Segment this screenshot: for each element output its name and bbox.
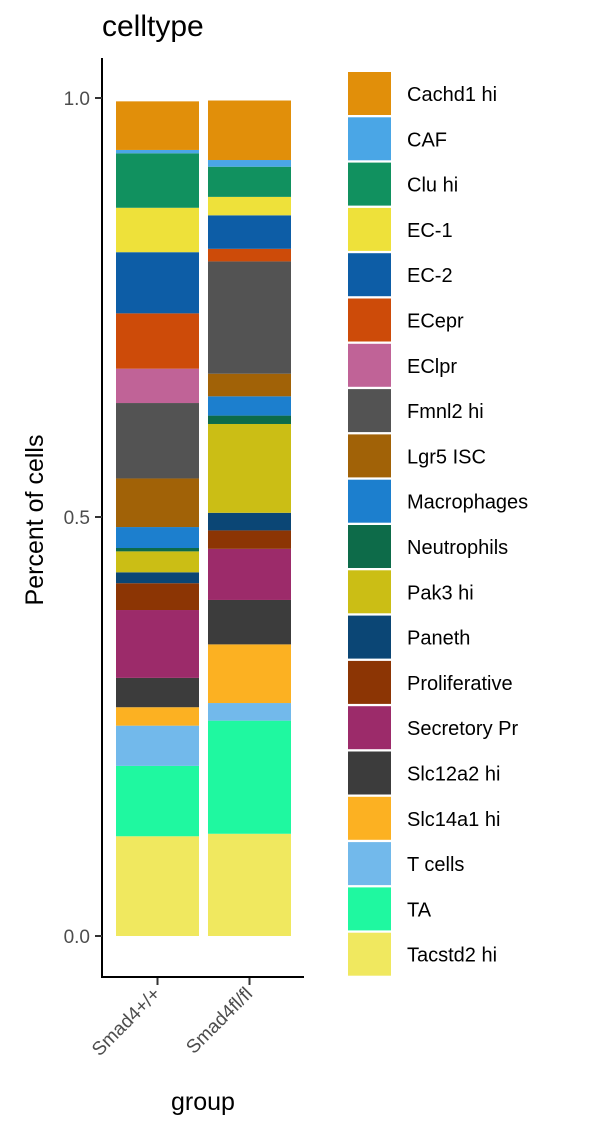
legend-swatch xyxy=(348,706,391,750)
legend-swatch xyxy=(348,207,391,251)
legend-label: T cells xyxy=(407,854,464,876)
legend-label: ECepr xyxy=(407,311,464,333)
legend-swatch xyxy=(348,389,391,433)
legend-swatch xyxy=(348,253,391,297)
legend-swatch xyxy=(348,343,391,387)
y-axis-title: Percent of cells xyxy=(21,435,49,606)
legend-label: Lgr5 ISC xyxy=(407,446,486,468)
legend-swatch xyxy=(348,479,391,523)
bars-layer xyxy=(116,100,291,936)
bar-segment-ta-1 xyxy=(116,765,199,837)
bar-segment-neutrophils-2 xyxy=(208,415,291,424)
x-axis-title: group xyxy=(171,1088,235,1116)
legend-label: EClpr xyxy=(407,356,457,378)
legend-swatch xyxy=(348,162,391,206)
bar-segment-ec-1-2 xyxy=(208,196,291,216)
legend-swatch xyxy=(348,751,391,795)
bar-segment-proliferative-1 xyxy=(116,583,199,611)
legend-label: Slc12a2 hi xyxy=(407,764,500,786)
legend-label: Clu hi xyxy=(407,175,458,197)
legend-label: EC-2 xyxy=(407,265,453,287)
bar-segment-ta-2 xyxy=(208,720,291,834)
y-ticks: 0.0 0.5 1.0 xyxy=(64,89,102,948)
bar-segment-fmnl2-hi-2 xyxy=(208,261,291,374)
legend-swatch xyxy=(348,796,391,840)
bar-segment-clu-hi-2 xyxy=(208,166,291,197)
bar-segment-lgr5-isc-2 xyxy=(208,373,291,397)
legend-swatch xyxy=(348,434,391,478)
bar-segment-tacstd2-hi-1 xyxy=(116,836,199,936)
bar-segment-ec-1-1 xyxy=(116,207,199,253)
legend-swatch xyxy=(348,117,391,161)
bar-segment-caf-2 xyxy=(208,160,291,167)
legend-swatch xyxy=(348,660,391,704)
bar-segment-slc12a2-hi-1 xyxy=(116,677,199,708)
bar-segment-ecepr-1 xyxy=(116,313,199,369)
bar-segment-cachd1-hi-2 xyxy=(208,100,291,161)
legend-label: TA xyxy=(407,899,432,921)
bar-segment-t-cells-1 xyxy=(116,725,199,766)
bar-segment-slc12a2-hi-2 xyxy=(208,599,291,645)
legend-label: Proliferative xyxy=(407,673,513,695)
bar-segment-caf-1 xyxy=(116,149,199,154)
legend-label: Secretory Pr xyxy=(407,718,518,740)
bar-segment-macrophages-2 xyxy=(208,396,291,416)
legend-label: EC-1 xyxy=(407,220,453,242)
legend-label: Pak3 hi xyxy=(407,582,474,604)
legend-swatch xyxy=(348,932,391,976)
bar-segment-secretory-pr-2 xyxy=(208,548,291,600)
x-ticks: Smad4+/+ Smad4fl/fl xyxy=(88,978,257,1061)
bar-segment-clu-hi-1 xyxy=(116,153,199,208)
x-tick-label: Smad4+/+ xyxy=(88,984,165,1061)
bar-segment-pak3-hi-1 xyxy=(116,551,199,573)
bar-segment-ec-2-2 xyxy=(208,215,291,249)
bar-segment-secretory-pr-1 xyxy=(116,610,199,678)
legend-label: Tacstd2 hi xyxy=(407,945,497,967)
legend-label: Neutrophils xyxy=(407,537,508,559)
legend-swatch xyxy=(348,615,391,659)
bar-segment-neutrophils-1 xyxy=(116,548,199,552)
bar-segment-paneth-2 xyxy=(208,512,291,531)
bar-segment-proliferative-2 xyxy=(208,530,291,549)
bar-segment-slc14a1-hi-1 xyxy=(116,707,199,726)
y-tick-label: 0.0 xyxy=(64,927,90,948)
legend-label: Macrophages xyxy=(407,492,528,514)
bar-segment-t-cells-2 xyxy=(208,703,291,721)
bar-segment-fmnl2-hi-1 xyxy=(116,403,199,479)
legend-label: Slc14a1 hi xyxy=(407,809,500,831)
bar-segment-paneth-1 xyxy=(116,572,199,584)
bar-segment-cachd1-hi-1 xyxy=(116,101,199,150)
legend-swatch xyxy=(348,570,391,614)
legend: Cachd1 hi CAF Clu hi EC-1 EC-2 ECepr EClpr Fmnl… xyxy=(348,72,528,976)
x-tick-label: Smad4fl/fl xyxy=(182,984,257,1059)
bar-segment-macrophages-1 xyxy=(116,527,199,549)
legend-swatch xyxy=(348,72,391,115)
bar-segment-ec-2-1 xyxy=(116,252,199,314)
legend-swatch xyxy=(348,887,391,931)
legend-label: Cachd1 hi xyxy=(407,84,497,106)
bar-segment-pak3-hi-2 xyxy=(208,423,291,513)
bar-segment-slc14a1-hi-2 xyxy=(208,644,291,704)
y-tick-label: 1.0 xyxy=(64,89,90,110)
legend-label: CAF xyxy=(407,129,447,151)
legend-swatch xyxy=(348,298,391,342)
bar-segment-ecepr-2 xyxy=(208,248,291,262)
legend-title: celltype xyxy=(102,10,204,43)
y-tick-label: 0.5 xyxy=(64,508,90,529)
bar-segment-tacstd2-hi-2 xyxy=(208,833,291,936)
legend-label: Fmnl2 hi xyxy=(407,401,484,423)
legend-label: Paneth xyxy=(407,628,470,650)
legend-swatch xyxy=(348,842,391,886)
bar-segment-lgr5-isc-1 xyxy=(116,478,199,528)
legend-swatch xyxy=(348,525,391,568)
bar-segment-eclpr-1 xyxy=(116,368,199,404)
